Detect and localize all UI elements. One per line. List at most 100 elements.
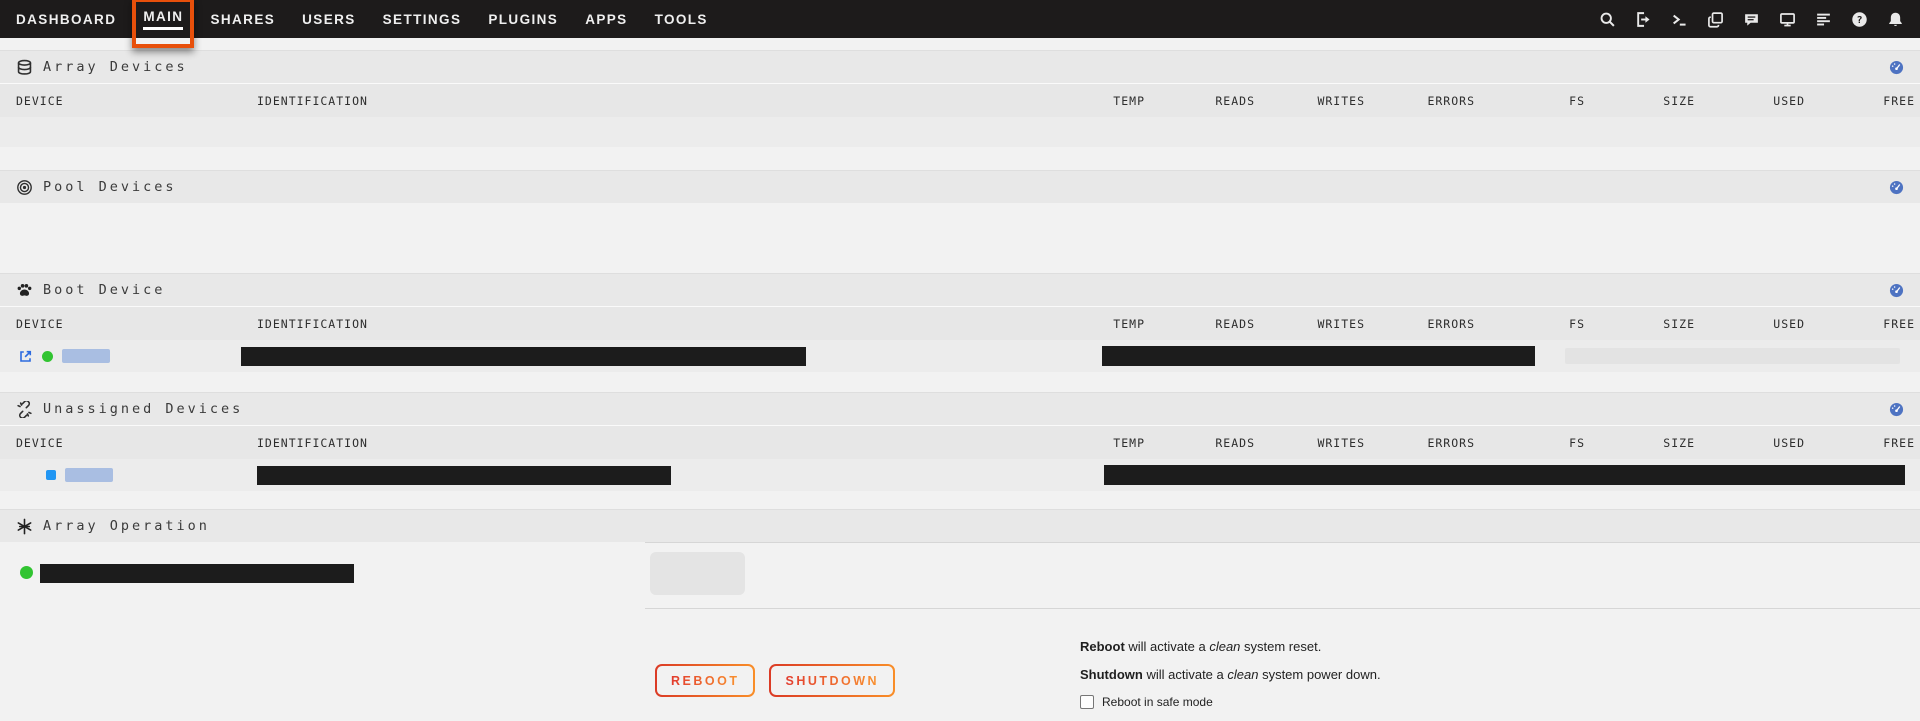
col-free: FREE [1883, 316, 1915, 331]
col-fs: FS [1569, 93, 1585, 108]
col-temp: TEMP [1113, 316, 1145, 331]
redacted-array-status [40, 564, 354, 583]
paw-icon [16, 282, 33, 299]
col-temp: TEMP [1113, 93, 1145, 108]
boot-device-row[interactable] [0, 340, 1920, 372]
array-control-row [645, 552, 1920, 609]
gauge-icon[interactable] [1889, 180, 1904, 195]
boot-device-column-header: DEVICE IDENTIFICATION TEMP READS WRITES … [0, 306, 1920, 340]
redacted-identification [257, 466, 671, 485]
redacted-array-button[interactable] [650, 552, 745, 595]
array-devices-section: Array Devices DEVICE IDENTIFICATION TEMP… [0, 50, 1920, 147]
svg-text:?: ? [1856, 15, 1862, 26]
col-errors: ERRORS [1427, 316, 1475, 331]
reboot-description: Reboot will activate a clean system rese… [1080, 639, 1322, 654]
col-reads: READS [1215, 316, 1255, 331]
nav-items: DASHBOARD MAIN SHARES USERS SETTINGS PLU… [16, 0, 708, 48]
shutdown-button[interactable]: SHUTDOWN [769, 664, 896, 697]
redacted-stats [1102, 346, 1535, 366]
col-reads: READS [1215, 435, 1255, 450]
gauge-icon[interactable] [1889, 60, 1904, 75]
nav-icon-group: ? [1599, 11, 1904, 28]
unassigned-column-header: DEVICE IDENTIFICATION TEMP READS WRITES … [0, 425, 1920, 459]
safe-mode-row: Reboot in safe mode [1080, 695, 1381, 709]
col-identification: IDENTIFICATION [257, 93, 368, 108]
monitor-icon[interactable] [1779, 11, 1796, 28]
main-content: Array Devices DEVICE IDENTIFICATION TEMP… [0, 38, 1920, 721]
power-control-row: REBOOT SHUTDOWN Reboot will activate a c… [645, 609, 1920, 721]
array-devices-column-header: DEVICE IDENTIFICATION TEMP READS WRITES … [0, 83, 1920, 117]
search-icon[interactable] [1599, 11, 1616, 28]
section-title: Unassigned Devices [43, 401, 244, 417]
section-title: Array Devices [43, 59, 188, 75]
broken-link-icon [16, 400, 33, 418]
section-title: Array Operation [43, 518, 210, 534]
feedback-icon[interactable] [1743, 11, 1760, 28]
section-title: Boot Device [43, 282, 166, 298]
notifications-icon[interactable] [1887, 11, 1904, 28]
array-operation-header: Array Operation [0, 509, 1920, 542]
nav-item-tools[interactable]: TOOLS [654, 11, 708, 27]
top-nav: DASHBOARD MAIN SHARES USERS SETTINGS PLU… [0, 0, 1920, 48]
col-used: USED [1773, 435, 1805, 450]
unassigned-devices-header: Unassigned Devices [0, 392, 1920, 425]
nav-item-users[interactable]: USERS [302, 11, 356, 27]
redacted-device-chip [62, 349, 110, 363]
boot-device-header: Boot Device [0, 273, 1920, 306]
array-status-dot-green [20, 566, 33, 579]
reboot-button[interactable]: REBOOT [655, 664, 756, 697]
shutdown-description: Shutdown will activate a clean system po… [1080, 667, 1381, 682]
nav-item-settings[interactable]: SETTINGS [382, 11, 462, 27]
redacted-identification [241, 347, 806, 366]
col-free: FREE [1883, 93, 1915, 108]
col-writes: WRITES [1317, 435, 1365, 450]
array-operation-controls: REBOOT SHUTDOWN Reboot will activate a c… [645, 542, 1920, 721]
section-title: Pool Devices [43, 179, 177, 195]
nav-item-plugins[interactable]: PLUGINS [488, 11, 559, 27]
unassigned-devices-section: Unassigned Devices DEVICE IDENTIFICATION… [0, 392, 1920, 491]
col-identification: IDENTIFICATION [257, 316, 368, 331]
col-used: USED [1773, 93, 1805, 108]
gauge-icon[interactable] [1889, 283, 1904, 298]
external-link-icon[interactable] [18, 349, 33, 364]
safe-mode-checkbox[interactable] [1080, 695, 1094, 709]
unassigned-device-row[interactable] [0, 459, 1920, 491]
nav-item-dashboard[interactable]: DASHBOARD [16, 11, 117, 27]
log-icon[interactable] [1815, 11, 1832, 28]
col-device: DEVICE [16, 316, 64, 331]
array-operation-section: Array Operation REBOOT SHUTDOWN [0, 509, 1920, 721]
col-writes: WRITES [1317, 316, 1365, 331]
col-size: SIZE [1663, 93, 1695, 108]
col-reads: READS [1215, 93, 1255, 108]
device-square-icon [46, 470, 56, 480]
database-stack-icon [16, 59, 33, 76]
power-help-text: Reboot will activate a clean system rese… [1080, 639, 1381, 709]
status-dot-green [42, 350, 53, 362]
nav-item-main[interactable]: MAIN [132, 0, 195, 48]
col-device: DEVICE [16, 93, 64, 108]
col-errors: ERRORS [1427, 435, 1475, 450]
array-devices-header: Array Devices [0, 50, 1920, 83]
pool-devices-header: Pool Devices [0, 170, 1920, 203]
col-free: FREE [1883, 435, 1915, 450]
col-fs: FS [1569, 435, 1585, 450]
array-device-row[interactable] [0, 117, 1920, 147]
redacted-stats [1104, 465, 1905, 485]
pool-devices-section: Pool Devices [0, 170, 1920, 203]
clone-icon[interactable] [1707, 11, 1724, 28]
col-size: SIZE [1663, 435, 1695, 450]
nav-item-apps[interactable]: APPS [585, 11, 628, 27]
terminal-icon[interactable] [1671, 11, 1688, 28]
snowflake-icon [16, 518, 33, 535]
safe-mode-label: Reboot in safe mode [1102, 695, 1213, 709]
array-operation-content: REBOOT SHUTDOWN Reboot will activate a c… [0, 542, 1920, 721]
col-writes: WRITES [1317, 93, 1365, 108]
gauge-icon[interactable] [1889, 402, 1904, 417]
col-temp: TEMP [1113, 435, 1145, 450]
concentric-disc-icon [16, 179, 33, 196]
help-icon[interactable]: ? [1851, 11, 1868, 28]
sign-out-icon[interactable] [1635, 11, 1652, 28]
col-device: DEVICE [16, 435, 64, 450]
col-used: USED [1773, 316, 1805, 331]
nav-item-shares[interactable]: SHARES [210, 11, 276, 27]
